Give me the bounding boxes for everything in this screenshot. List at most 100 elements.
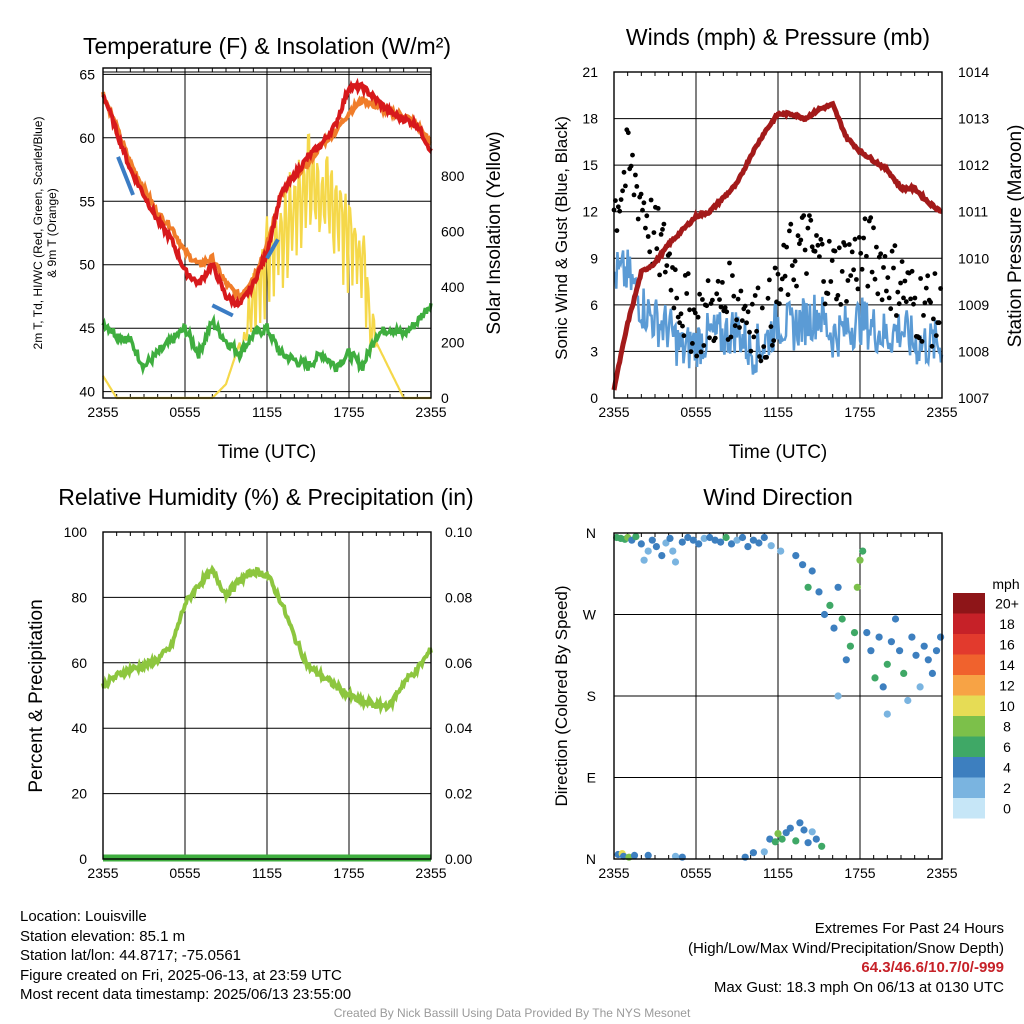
colorbar-label: 4: [1003, 759, 1011, 775]
direction-point: [871, 674, 879, 682]
wind-xlabel: Time (UTC): [729, 442, 828, 463]
temp-y-tick-label: 60: [79, 130, 95, 146]
extremes-title: Extremes For Past 24 Hours: [814, 920, 1004, 937]
pressure-y2-tick-label: 1007: [958, 390, 989, 406]
gust-point: [752, 293, 758, 298]
direction-point: [658, 552, 666, 560]
colorbar-label: 12: [999, 677, 1015, 693]
gust-point: [671, 305, 677, 311]
gust-point: [737, 325, 742, 330]
colorbar-swatch: [953, 634, 985, 655]
wind-y-tick-label: 9: [590, 250, 598, 266]
gust-point: [812, 248, 818, 254]
gust-point: [677, 320, 682, 326]
direction-point: [928, 669, 937, 678]
direction-point: [689, 536, 697, 544]
gust-point: [854, 277, 859, 282]
direction-point: [766, 835, 774, 843]
gust-point: [794, 283, 799, 289]
direction-point: [900, 669, 908, 678]
elevation-text: Station elevation: 85.1 m: [20, 927, 186, 945]
gust-point: [902, 278, 908, 284]
gust-point: [768, 324, 774, 329]
gust-point: [828, 279, 834, 284]
gust-point: [772, 265, 778, 271]
direction-point: [620, 852, 628, 860]
rh-y-tick-label: 40: [71, 720, 87, 736]
gust-point: [777, 301, 782, 307]
gust-point: [647, 249, 653, 255]
wind-x-tick-label: 0555: [680, 404, 711, 420]
rh-line: [101, 564, 433, 716]
gust-point: [701, 343, 707, 348]
gust-point: [852, 236, 858, 242]
wind-y-tick-label: 3: [590, 343, 598, 359]
direction-point: [749, 849, 758, 857]
direction-point: [830, 624, 838, 632]
gust-point: [775, 271, 781, 277]
gust-point: [617, 208, 623, 214]
direction-point: [662, 539, 670, 547]
rh-ylabel: Percent & Precipitation: [26, 599, 47, 792]
direction-point: [808, 828, 816, 836]
gust-point: [922, 300, 928, 306]
gust-point: [836, 245, 842, 251]
gust-point: [899, 259, 905, 264]
gust-point: [838, 302, 844, 307]
gust-point: [720, 280, 725, 285]
colorbar-label: 20+: [995, 595, 1019, 611]
gust-point: [757, 354, 762, 359]
gust-point: [858, 250, 864, 256]
colorbar-label: 16: [999, 636, 1015, 652]
colorbar-label: 6: [1003, 739, 1011, 755]
gust-point: [648, 197, 654, 203]
gust-point: [638, 191, 644, 197]
gust-point: [635, 216, 641, 222]
gust-point: [892, 243, 898, 249]
gust-point: [872, 276, 878, 282]
dir-x-tick-label: 1155: [763, 865, 793, 881]
direction-point: [856, 556, 864, 564]
direction-point: [706, 533, 714, 542]
gust-point: [911, 301, 916, 307]
direction-point: [792, 552, 800, 560]
direction-point: [738, 533, 747, 542]
wind-ylabel: Sonic Wind & Gust (Blue, Black): [552, 116, 571, 360]
gust-point: [869, 269, 875, 275]
direction-point: [891, 615, 900, 623]
direction-point: [778, 835, 786, 843]
direction-point: [826, 601, 834, 610]
colorbar-label: 2: [1003, 780, 1011, 796]
direction-point: [792, 837, 800, 845]
pressure-line: [611, 100, 943, 391]
gust-point: [821, 279, 826, 284]
colorbar-label: 18: [999, 616, 1015, 632]
extremes-values: 64.3/46.6/10.7/0/-999: [861, 959, 1004, 976]
gust-point: [795, 233, 801, 239]
direction-point: [904, 696, 912, 705]
gust-point: [712, 335, 718, 341]
direction-point: [896, 647, 904, 655]
wind-x-tick-label: 1155: [763, 404, 793, 420]
gust-point: [834, 296, 839, 302]
gust-point: [614, 228, 620, 234]
direction-point: [867, 647, 875, 655]
direction-point: [630, 851, 639, 860]
gust-point: [785, 292, 791, 298]
gust-point: [817, 254, 822, 259]
direction-point: [883, 660, 891, 668]
gust-point: [832, 248, 838, 254]
direction-point: [717, 538, 725, 546]
gust-point: [908, 296, 913, 302]
direction-point: [774, 830, 782, 838]
colorbar-label: 0: [1003, 800, 1011, 816]
gust-point: [923, 285, 929, 291]
extremes-subtitle: (High/Low/Max Wind/Precipitation/Snow De…: [688, 939, 1004, 957]
wind-speed-line: [613, 249, 944, 375]
pressure-y2-tick-label: 1010: [958, 250, 989, 266]
rh-x-tick-label: 0555: [169, 865, 200, 881]
direction-point: [684, 533, 692, 542]
gust-point: [798, 237, 804, 243]
colorbar-swatch: [953, 675, 985, 696]
